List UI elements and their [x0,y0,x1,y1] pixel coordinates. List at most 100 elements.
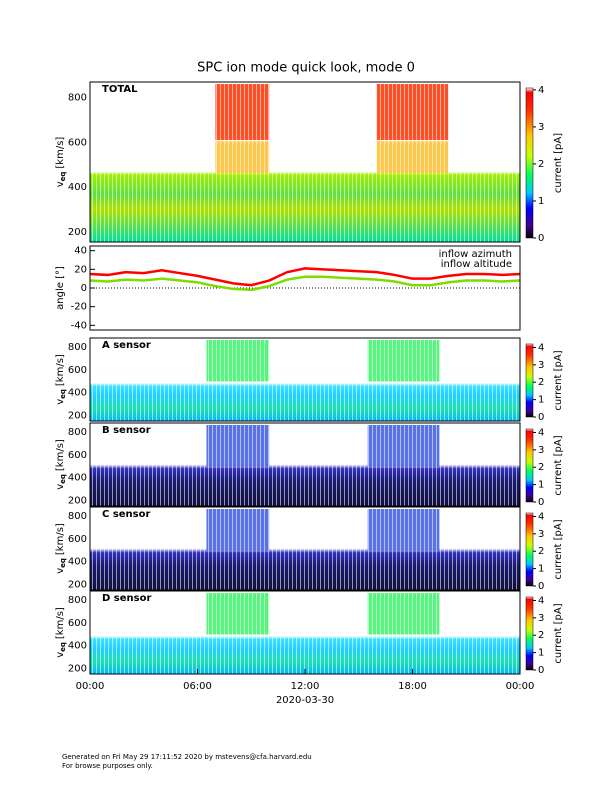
colorbar [525,596,534,671]
y-tick-label: -40 [71,320,87,331]
x-axis-label: 2020-03-30 [276,695,334,706]
y-tick-label: 200 [68,495,87,506]
y-tick-label: 40 [74,246,87,257]
y-tick-label: 600 [68,137,87,148]
y-tick-label: 600 [68,534,87,545]
y-tick-label: 400 [68,557,87,568]
y-tick-label: 800 [68,427,87,438]
panel-frame [89,245,521,331]
y-axis-label-v: v [55,652,66,658]
colorbar-tick-label: 4 [538,427,544,438]
panel-label: A sensor [102,340,151,351]
colorbar-tick-label: 3 [538,613,544,624]
spectrogram-streaks [90,338,520,421]
y-axis-label-v: v [55,568,66,574]
y-tick-label: 0 [81,283,87,294]
y-axis-label: veq [km/s] [55,354,67,405]
y-tick-label: 200 [68,663,87,674]
colorbar-tick-label: 0 [538,665,544,676]
panel-label: TOTAL [102,84,138,95]
y-tick-label: 200 [68,410,87,421]
y-tick-label: 400 [68,388,87,399]
colorbar-tick-label: 1 [538,395,544,406]
colorbar-tick-label: 2 [538,630,544,641]
y-axis-label-unit: [km/s] [55,523,66,555]
y-axis-label: veq [km/s] [55,439,67,490]
colorbar-tick-label: 1 [538,648,544,659]
y-tick-label: 200 [68,579,87,590]
y-axis-label-sub: eq [59,172,67,182]
y-axis-label-unit: [km/s] [55,137,66,169]
y-tick-label: 20 [74,264,87,275]
colorbar-label: current [pA] [553,603,564,663]
y-tick-label: 800 [68,595,87,606]
y-axis-label-v: v [55,181,66,187]
colorbar-tick-label: 4 [538,595,544,606]
series-line [89,275,521,292]
y-axis-label: veq [km/s] [55,137,67,188]
colorbar-tick-label: 2 [538,377,544,388]
y-axis-label-sub: eq [59,389,67,399]
x-tick-label: 18:00 [398,681,427,692]
y-tick-label: 600 [68,365,87,376]
y-tick-label: 800 [68,511,87,522]
y-tick-label: 400 [68,182,87,193]
colorbar-tick-label: 0 [538,233,544,244]
x-tick-label: 12:00 [291,681,320,692]
y-axis-label: angle [°] [55,266,66,310]
y-axis-label-sub: eq [59,642,67,652]
colorbar-tick-label: 0 [538,497,544,508]
colorbar-tick-label: 3 [538,445,544,456]
colorbar-tick-label: 1 [538,196,544,207]
spectrogram-streaks [90,423,520,506]
footer-line: Generated on Fri May 29 17:11:52 2020 by… [62,753,312,761]
panel-frame [89,81,521,243]
y-axis-label-unit: [km/s] [55,607,66,639]
y-tick-label: 200 [68,227,87,238]
y-axis-label-unit: [km/s] [55,439,66,471]
colorbar-label: current [pA] [553,133,564,193]
chart-title: SPC ion mode quick look, mode 0 [197,61,415,76]
panel-frame [89,422,521,507]
colorbar-tick-label: 4 [538,342,544,353]
y-tick-label: 800 [68,93,87,104]
panel-label: C sensor [102,509,150,520]
colorbar-tick-label: 2 [538,159,544,170]
colorbar-tick-label: 3 [538,529,544,540]
footer-line: For browse purposes only. [62,762,153,770]
y-tick-label: 400 [68,641,87,652]
colorbar-tick-label: 2 [538,462,544,473]
y-tick-label: 400 [68,473,87,484]
colorbar-tick-label: 3 [538,360,544,371]
series-line [89,267,521,287]
panel-label: D sensor [102,593,151,604]
legend-entry: inflow altitude [441,259,512,270]
x-tick-label: 00:00 [506,681,535,692]
colorbar-label: current [pA] [553,435,564,495]
colorbar-tick-label: 0 [538,581,544,592]
y-axis-label: veq [km/s] [55,607,67,658]
legend-entry: inflow azimuth [439,249,512,260]
y-tick-label: 600 [68,618,87,629]
y-axis-label-sub: eq [59,474,67,484]
y-axis-label-sub: eq [59,558,67,568]
y-axis-label-v: v [55,484,66,490]
colorbar-tick-label: 1 [538,480,544,491]
x-tick-label: 00:00 [76,681,105,692]
colorbar-label: current [pA] [553,350,564,410]
x-tick-label: 06:00 [183,681,212,692]
colorbar [525,343,534,418]
spectrogram-streaks [90,591,520,674]
panel-label: B sensor [102,425,151,436]
colorbar-label: current [pA] [553,519,564,579]
y-axis-label-v: v [55,399,66,405]
colorbar-tick-label: 0 [538,412,544,423]
colorbar [525,428,534,503]
panel-frame [89,506,521,591]
y-axis-label-unit: [km/s] [55,354,66,386]
spectrogram-streaks [90,82,520,242]
colorbar [525,87,534,239]
colorbar-tick-label: 2 [538,546,544,557]
y-tick-label: -20 [71,302,87,313]
